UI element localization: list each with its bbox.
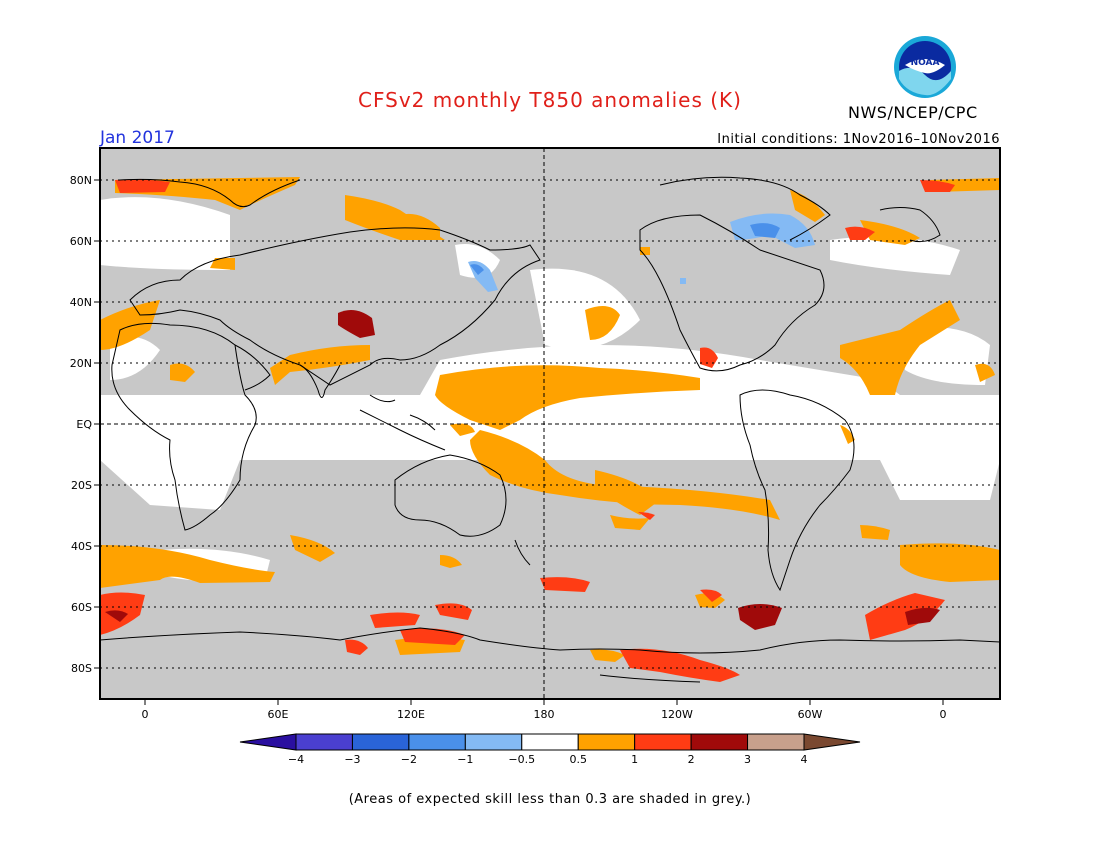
colorbar-swatch [747, 733, 805, 751]
lat-label: 60S [71, 601, 92, 614]
colorbar-swatch [690, 733, 749, 751]
anomaly-2-3 [105, 309, 940, 630]
lon-label: 60W [798, 708, 823, 721]
lon-label: 120E [397, 708, 425, 721]
map-field [100, 148, 1000, 699]
skill-area [100, 460, 240, 510]
colorbar-tick-label: −2 [401, 753, 417, 766]
tropical-skill-band [100, 395, 1000, 460]
lat-label: 60N [70, 235, 92, 248]
colorbar-swatch [351, 733, 410, 751]
graticule [100, 179, 1000, 669]
lon-label: 120W [661, 708, 693, 721]
initial-conditions-label: Initial conditions: 1Nov2016–10Nov2016 [717, 132, 1000, 147]
skill-area [530, 268, 640, 350]
skill-note: (Areas of expected skill less than 0.3 a… [348, 792, 752, 807]
lon-label: 0 [142, 708, 149, 721]
colorbar-swatch [239, 733, 297, 751]
lon-label: 0 [940, 708, 947, 721]
colorbar-swatch [521, 733, 579, 751]
lat-labels: 80N 60N 40N 20N EQ 20S 40S 60S 80S [70, 174, 93, 675]
lon-label: 180 [534, 708, 555, 721]
lat-label: 80N [70, 174, 92, 187]
plot-title: CFSv2 monthly T850 anomalies (K) [358, 88, 742, 112]
noaa-logo-icon: NOAA [894, 36, 956, 98]
colorbar-tick-label: 4 [801, 753, 808, 766]
skill-area [830, 236, 960, 275]
month-label: Jan 2017 [100, 128, 175, 148]
anomaly-0p5-1 [100, 177, 1000, 662]
colorbar-swatch [634, 733, 692, 751]
agency-label: NWS/NCEP/CPC [848, 103, 978, 122]
colorbar-tick-label: −1 [457, 753, 473, 766]
axis-ticks [94, 179, 944, 705]
colorbar: −4 −3 −2 −1 −0.5 0.5 1 2 3 4 [239, 733, 861, 766]
colorbar-swatch [408, 733, 466, 751]
logo-wordmark: NOAA [911, 58, 940, 68]
colorbar-tick-label: −3 [344, 753, 360, 766]
colorbar-tick-label: 3 [744, 753, 751, 766]
colorbar-swatch [803, 733, 861, 751]
lon-label: 60E [268, 708, 289, 721]
skill-area [100, 197, 230, 270]
lat-label: 20N [70, 357, 92, 370]
colorbar-tick-label: 0.5 [569, 753, 587, 766]
lat-label: 80S [71, 662, 92, 675]
colorbar-swatch [295, 733, 353, 751]
colorbar-tick-label: 1 [631, 753, 638, 766]
anomaly-negative [468, 213, 815, 292]
lat-label: EQ [76, 418, 92, 431]
colorbar-tick-label: −0.5 [508, 753, 535, 766]
lat-label: 40N [70, 296, 92, 309]
lat-label: 40S [71, 540, 92, 553]
colorbar-tick-label: −4 [288, 753, 304, 766]
skill-area [880, 460, 1000, 500]
colorbar-tick-label: 2 [688, 753, 695, 766]
anomaly-1-2 [100, 179, 955, 682]
colorbar-swatch [577, 733, 636, 751]
skill-area [110, 336, 160, 380]
lat-label: 20S [71, 479, 92, 492]
lon-labels: 0 60E 120E 180 120W 60W 0 [142, 708, 947, 721]
colorbar-swatch [464, 733, 523, 751]
coastlines [100, 176, 1000, 683]
